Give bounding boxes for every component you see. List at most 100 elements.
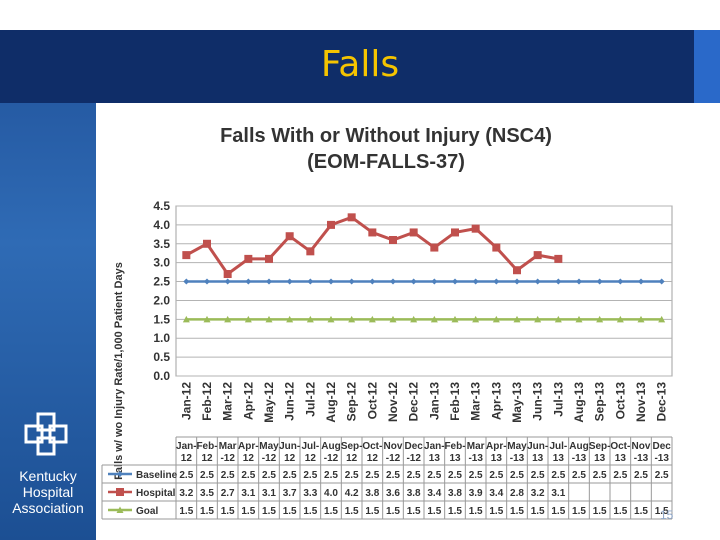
goal-point [513,315,521,323]
table-header: Aug [569,441,588,452]
table-cell: 4.2 [345,488,359,499]
goal-point [472,315,480,323]
hospital-point [285,232,294,241]
y-axis-label: Falls w/ wo Injury Rate/1,000 Patient Da… [113,262,125,480]
table-cell: 1.5 [283,506,297,517]
goal-point [306,315,314,323]
table-header: 13 [532,453,544,464]
table-cell: 1.5 [407,506,421,517]
goal-point [368,315,376,323]
x-tick-label: May-12 [262,382,276,423]
table-header: -12 [324,453,339,464]
logo-text: Kentucky Hospital Association [4,468,92,516]
table-header: -12 [262,453,277,464]
table-cell: 1.5 [221,506,235,517]
goal-point [286,315,294,323]
table-header: 12 [201,453,213,464]
table-cell: 2.5 [179,470,193,481]
table-cell: 1.5 [365,506,379,517]
table-cell: 2.5 [200,470,214,481]
legend-key-marker [116,506,124,513]
goal-point [348,315,356,323]
table-cell: 3.9 [469,488,483,499]
table-header: Oct- [610,441,630,452]
table-header: 12 [305,453,317,464]
table-header: Apr- [486,441,507,452]
logo-line: Association [12,500,84,516]
goal-point [616,315,624,323]
table-header: 13 [449,453,461,464]
table-header: May [507,441,527,452]
table-cell: 2.5 [572,470,586,481]
baseline-point [658,278,665,285]
table-cell: 1.5 [386,506,400,517]
baseline-point [493,278,500,285]
table-header: 13 [429,453,441,464]
table-cell: 3.3 [303,488,317,499]
baseline-point [638,278,644,285]
hospital-point [533,251,542,260]
table-header: Dec [652,441,671,452]
x-tick-label: Feb-12 [200,382,214,421]
hospital-point [327,220,335,229]
baseline-point [617,278,624,285]
baseline-point [204,278,210,285]
table-header: Jan- [176,441,197,452]
x-tick-label: Sep-12 [345,382,359,422]
table-cell: 2.5 [303,470,317,481]
hospital-point [265,254,273,263]
table-header: -13 [572,453,587,464]
slide-number: 15 [660,508,674,522]
table-cell: 3.8 [365,488,379,499]
table-cell: 2.5 [386,470,400,481]
x-tick-label: Dec-12 [407,382,421,422]
table-cell: 3.8 [407,488,421,499]
table-cell: 1.5 [427,506,441,517]
goal-point [451,315,459,323]
table-cell: 3.4 [427,488,441,499]
table-cell: 3.1 [262,488,276,499]
table-cell: 1.5 [469,506,483,517]
hospital-point [223,270,232,278]
table-cell: 2.5 [283,470,297,481]
table-cell: 2.5 [324,470,338,481]
table-header: Jan- [424,441,445,452]
table-cell: 3.2 [531,488,545,499]
table-cell: 2.5 [489,470,503,481]
table-cell: 1.5 [179,506,193,517]
x-tick-label: Feb-13 [448,382,462,421]
table-cell: 1.5 [593,506,607,517]
hospital-point [203,239,211,248]
table-header: May [259,441,279,452]
table-cell: 2.5 [345,470,359,481]
hospital-point [451,228,459,237]
baseline-point [183,278,190,285]
x-tick-label: Oct-12 [365,382,379,420]
goal-point [244,315,252,323]
baseline-point [534,278,541,285]
table-cell: 3.1 [551,488,565,499]
x-tick-label: Mar-13 [469,382,483,421]
table-cell: 3.2 [179,488,193,499]
goal-point [575,315,583,323]
table-cell: 3.6 [386,488,400,499]
table-cell: 1.5 [551,506,565,517]
table-header: Nov [384,441,403,452]
table-cell: 2.5 [613,470,627,481]
table-cell: 1.5 [634,506,648,517]
logo-line: Hospital [22,484,74,500]
table-cell: 1.5 [489,506,503,517]
baseline-point [576,278,582,285]
table-header: Dec [404,441,423,452]
hospital-point [368,228,377,237]
table-cell: 2.5 [427,470,441,481]
table-header: Oct- [362,441,382,452]
baseline-point [555,278,562,285]
goal-point [596,315,604,323]
table-cell: 2.5 [469,470,483,481]
hospital-point [409,228,418,237]
goal-point [554,315,562,323]
goal-point [265,315,273,323]
baseline-point [514,278,520,285]
chart-svg: 0.0 0.5 1.0 1.5 2.0 2.5 3.0 3.5 4.0 4.5 Falls w/ w… [101,199,673,520]
